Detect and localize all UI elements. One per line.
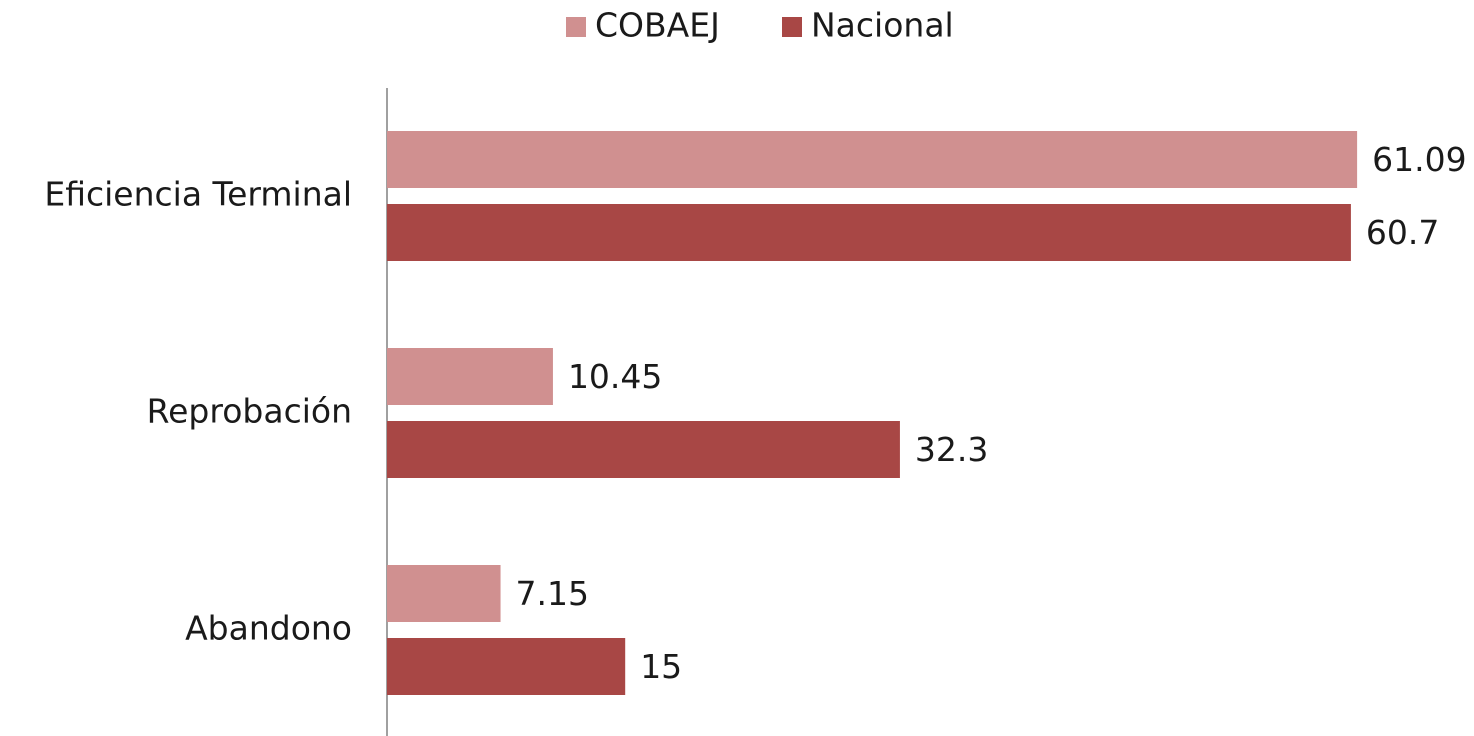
legend-swatch — [782, 17, 802, 37]
legend-swatch — [566, 17, 586, 37]
value-label: 61.09 — [1372, 140, 1466, 179]
value-label: 60.7 — [1366, 213, 1439, 252]
legend-label: Nacional — [811, 6, 954, 45]
legend-label: COBAEJ — [595, 6, 720, 45]
bar — [387, 421, 900, 478]
bar — [387, 204, 1351, 261]
bar — [387, 638, 626, 695]
value-label: 10.45 — [568, 357, 662, 396]
value-label: 7.15 — [516, 574, 589, 613]
bar — [387, 348, 553, 405]
bar — [387, 131, 1358, 188]
bar — [387, 565, 501, 622]
category-label: Abandono — [185, 609, 352, 648]
value-label: 15 — [640, 647, 682, 686]
category-label: Eficiencia Terminal — [44, 175, 352, 214]
value-label: 32.3 — [915, 430, 988, 469]
category-label: Reprobación — [147, 392, 352, 431]
